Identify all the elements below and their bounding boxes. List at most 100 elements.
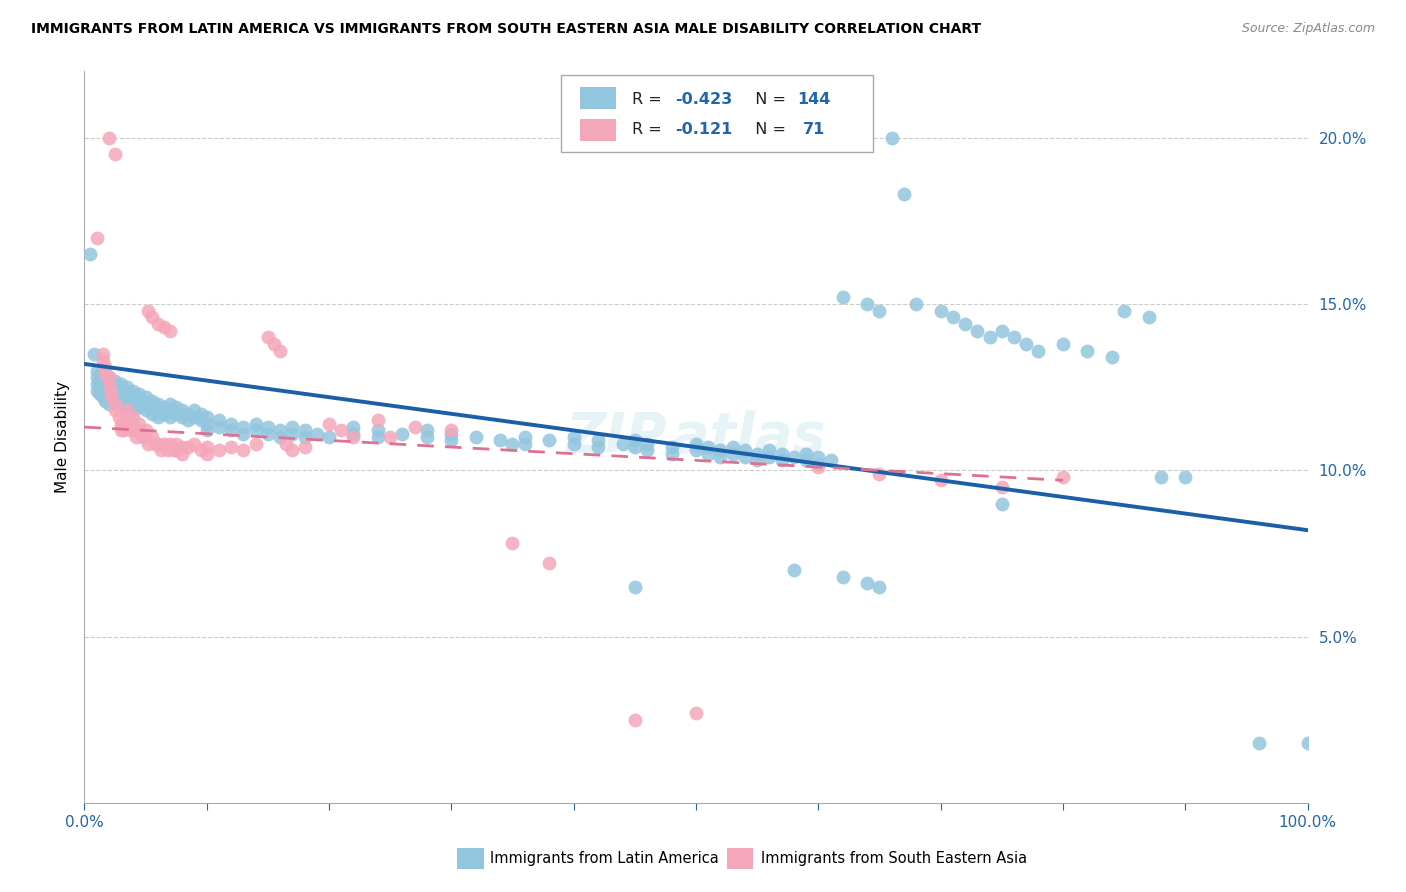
Point <box>893 187 915 202</box>
Point <box>172 403 194 417</box>
Text: R =: R = <box>633 92 668 107</box>
Point <box>122 390 145 404</box>
Point <box>159 324 181 338</box>
Point <box>91 353 114 368</box>
Point <box>257 420 280 434</box>
Point <box>195 440 218 454</box>
Point <box>330 424 353 438</box>
Point <box>128 393 150 408</box>
Text: N =: N = <box>745 92 792 107</box>
Point <box>120 393 142 408</box>
Point <box>294 430 316 444</box>
Point <box>172 447 194 461</box>
Point <box>807 460 830 475</box>
Point <box>624 580 647 594</box>
Point <box>128 400 150 414</box>
Point <box>991 480 1014 494</box>
Point <box>404 420 426 434</box>
Point <box>141 407 163 421</box>
Point <box>94 367 117 381</box>
Point <box>105 387 128 401</box>
Point <box>177 440 200 454</box>
Point <box>747 447 769 461</box>
Point <box>159 403 181 417</box>
FancyBboxPatch shape <box>579 87 616 110</box>
Point <box>115 387 138 401</box>
Point <box>367 424 389 438</box>
Point <box>132 430 155 444</box>
Point <box>538 434 561 448</box>
Point <box>97 384 120 398</box>
Point <box>135 397 157 411</box>
Point <box>94 380 117 394</box>
Point <box>697 447 720 461</box>
Point <box>86 363 108 377</box>
Point <box>91 390 114 404</box>
Point <box>831 570 853 584</box>
Point <box>110 417 132 431</box>
Point <box>146 397 169 411</box>
Point <box>183 410 205 425</box>
FancyBboxPatch shape <box>561 75 873 152</box>
Point <box>721 440 744 454</box>
Point <box>245 424 267 438</box>
Text: R =: R = <box>633 122 672 137</box>
Point <box>367 430 389 444</box>
Point <box>232 420 254 434</box>
Point <box>153 436 176 450</box>
Point <box>91 384 114 398</box>
Point <box>110 390 132 404</box>
Point <box>94 387 117 401</box>
Point <box>770 447 793 461</box>
Point <box>135 424 157 438</box>
Point <box>190 443 212 458</box>
Point <box>1002 330 1025 344</box>
Point <box>318 430 340 444</box>
Point <box>86 370 108 384</box>
Point <box>257 426 280 441</box>
Text: -0.423: -0.423 <box>675 92 733 107</box>
Point <box>100 390 122 404</box>
Point <box>734 450 756 464</box>
Point <box>159 410 181 425</box>
Point <box>416 424 439 438</box>
Point <box>794 447 817 461</box>
Point <box>104 403 127 417</box>
Point <box>794 453 817 467</box>
Point <box>391 426 413 441</box>
Point <box>135 430 157 444</box>
Point <box>513 436 536 450</box>
Point <box>294 440 316 454</box>
Point <box>709 443 731 458</box>
Point <box>177 407 200 421</box>
Point <box>104 380 127 394</box>
Point <box>1150 470 1173 484</box>
Y-axis label: Male Disability: Male Disability <box>55 381 70 493</box>
Point <box>869 303 891 318</box>
Point <box>159 436 181 450</box>
Point <box>929 473 952 487</box>
Point <box>281 443 304 458</box>
Point <box>153 400 176 414</box>
Point <box>91 376 114 391</box>
Point <box>136 303 159 318</box>
Point <box>105 380 128 394</box>
Point <box>141 430 163 444</box>
Point <box>770 453 793 467</box>
Point <box>685 706 707 720</box>
Point <box>153 320 176 334</box>
Point <box>208 420 231 434</box>
Point <box>257 330 280 344</box>
Point <box>165 436 187 450</box>
Point <box>869 467 891 481</box>
Point <box>489 434 512 448</box>
Point <box>115 393 138 408</box>
Point <box>263 337 285 351</box>
Point <box>807 457 830 471</box>
Point <box>112 417 135 431</box>
Point <box>115 403 138 417</box>
Point <box>94 374 117 388</box>
Point <box>294 424 316 438</box>
Point <box>697 440 720 454</box>
Point <box>190 407 212 421</box>
